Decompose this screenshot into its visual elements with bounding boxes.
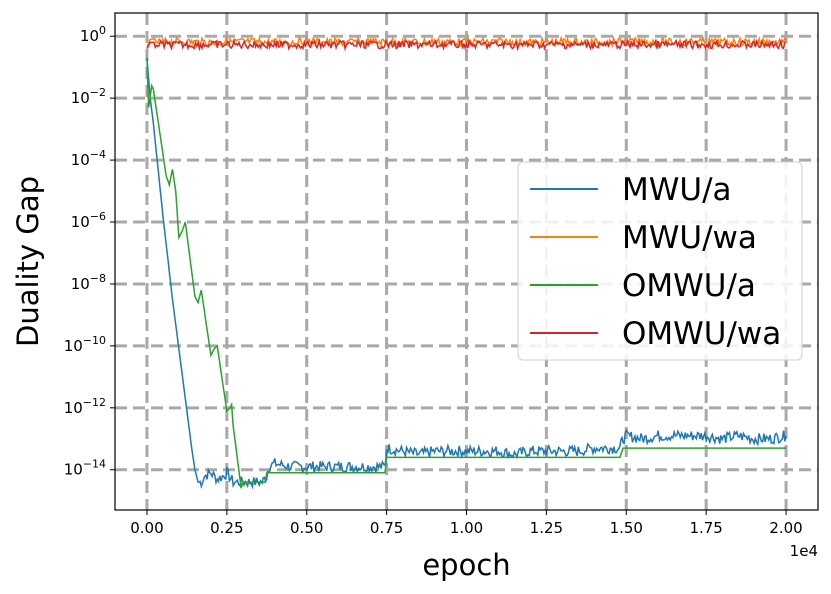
x-tick-label-8: 2.00 [769, 519, 802, 537]
y-tick-label-6: 10−12 [64, 396, 106, 417]
x-tick-label-4: 1.00 [450, 519, 483, 537]
legend: MWU/a MWU/wa OMWU/a OMWU/wa [517, 161, 803, 361]
legend-label-3: OMWU/wa [622, 316, 781, 352]
legend-box [517, 161, 803, 361]
series-line-omwu-a [146, 57, 786, 489]
x-axis-ticks: 0.00 0.25 0.50 0.75 1.00 1.25 1.50 1.75 2.00 [130, 510, 803, 537]
y-tick-label-5: 10−10 [64, 334, 106, 355]
y-tick-label-0: 100 [80, 24, 106, 45]
x-tick-label-0: 0.00 [130, 519, 163, 537]
x-tick-label-7: 1.75 [689, 519, 722, 537]
y-tick-label-4: 10−8 [71, 272, 106, 293]
series-line-mwu-a [146, 57, 787, 490]
y-tick-label-7: 10−14 [64, 458, 106, 479]
y-tick-label-2: 10−4 [71, 148, 106, 169]
legend-label-2: OMWU/a [622, 268, 756, 304]
x-tick-label-5: 1.25 [530, 519, 563, 537]
series-lines [146, 35, 787, 490]
x-axis-offset-label: 1e4 [790, 542, 818, 560]
legend-label-0: MWU/a [622, 172, 732, 208]
y-axis-ticks: 100 10−2 10−4 10−6 10−8 10−10 10−12 10−14 [64, 24, 115, 479]
series-line-omwu-wa [146, 38, 787, 52]
x-tick-label-6: 1.50 [610, 519, 643, 537]
y-tick-label-3: 10−6 [71, 210, 106, 231]
grid [115, 13, 818, 510]
x-tick-label-1: 0.25 [210, 519, 243, 537]
y-axis-label: Duality Gap [11, 176, 45, 347]
legend-label-1: MWU/wa [622, 220, 757, 256]
x-tick-label-2: 0.50 [290, 519, 323, 537]
y-tick-label-1: 10−2 [71, 86, 106, 107]
x-tick-label-3: 0.75 [370, 519, 403, 537]
series-line-mwu-wa [146, 35, 787, 49]
x-axis-label: epoch [422, 548, 510, 582]
